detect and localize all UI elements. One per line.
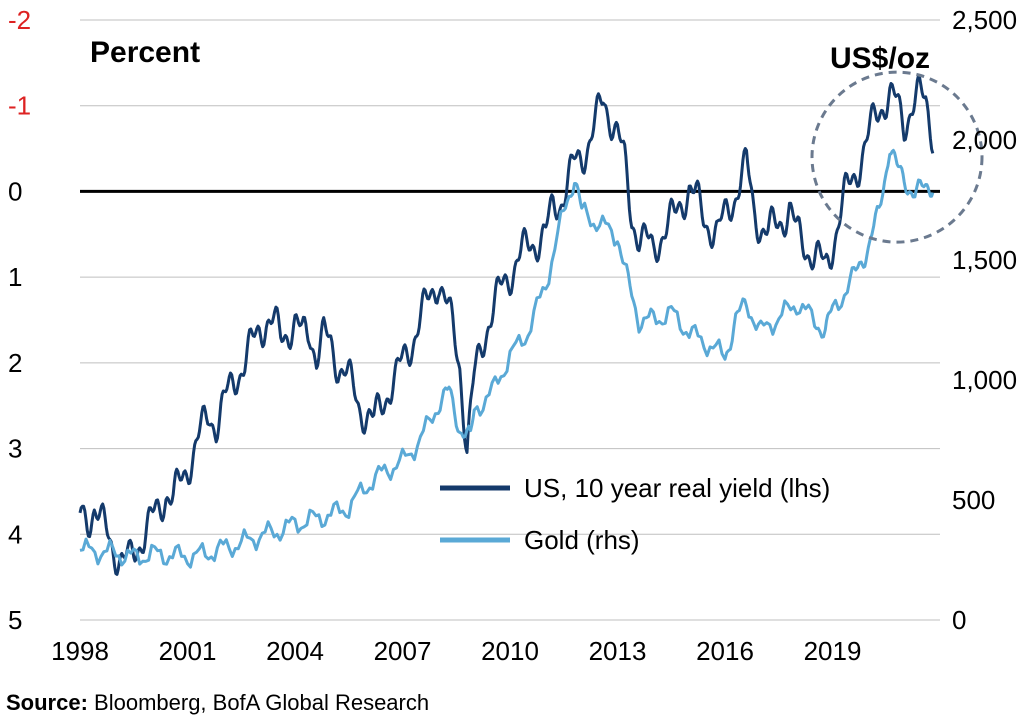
x-tick-label: 2007	[374, 636, 432, 666]
y-right-tick-label: 1,500	[952, 245, 1017, 275]
y-left-tick-label: 2	[8, 348, 22, 378]
left-axis-title: Percent	[90, 36, 200, 69]
y-left-tick-label: -2	[8, 5, 31, 35]
right-axis-title: US$/oz	[830, 42, 930, 75]
x-tick-label: 2013	[589, 636, 647, 666]
y-left-tick-label: 5	[8, 605, 22, 635]
y-right-tick-label: 2,000	[952, 125, 1017, 155]
legend-label: Gold (rhs)	[524, 525, 640, 555]
y-right-tick-label: 0	[952, 605, 966, 635]
chart-svg: -2 -1 0 1 2 3 4 5 2,500 2,000 1,500 1,000 500 0 1998 20…	[0, 0, 1024, 722]
y-right-tick-label: 2,500	[952, 5, 1017, 35]
y-right-tick-label: 500	[952, 485, 995, 515]
x-tick-label: 2004	[266, 636, 324, 666]
y-right-tick-label: 1,000	[952, 365, 1017, 395]
x-tick-label: 2019	[804, 636, 862, 666]
source-text: Source: Bloomberg, BofA Global Research	[6, 690, 429, 715]
x-tick-label: 2010	[481, 636, 539, 666]
x-tick-label: 1998	[51, 636, 109, 666]
y-left-tick-label: 4	[8, 519, 22, 549]
y-left-tick-label: 1	[8, 262, 22, 292]
y-left-tick-label: 0	[8, 176, 22, 206]
x-tick-label: 2016	[696, 636, 754, 666]
chart-container: -2 -1 0 1 2 3 4 5 2,500 2,000 1,500 1,000 500 0 1998 20…	[0, 0, 1024, 722]
legend-label: US, 10 year real yield (lhs)	[524, 473, 830, 503]
y-left-tick-label: -1	[8, 91, 31, 121]
x-tick-label: 2001	[159, 636, 217, 666]
series-gold	[80, 150, 933, 567]
y-left-tick-label: 3	[8, 434, 22, 464]
